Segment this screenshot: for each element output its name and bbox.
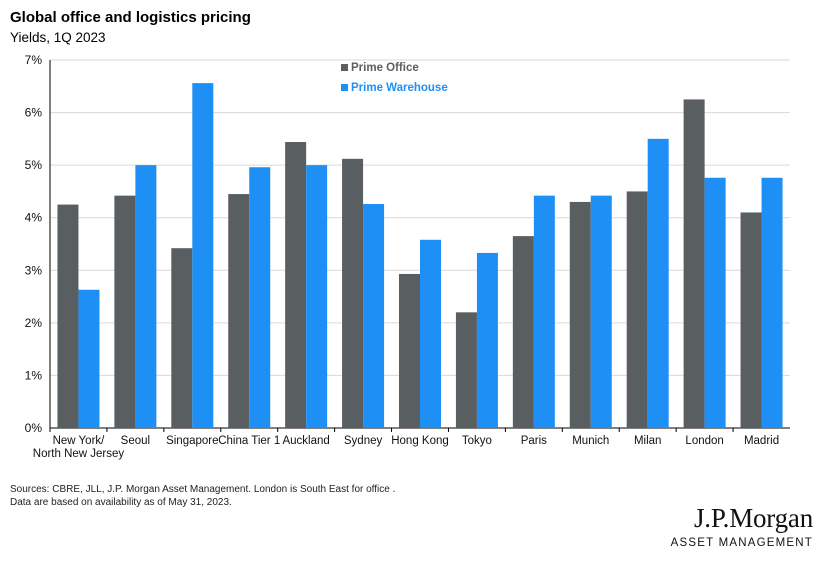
y-tick-label: 4% [25, 211, 43, 225]
x-tick-label: Madrid [744, 435, 779, 447]
y-tick-label: 6% [25, 106, 43, 120]
x-tick-label: Milan [634, 435, 661, 447]
sources-note: Sources: CBRE, JLL, J.P. Morgan Asset Ma… [10, 483, 395, 509]
bar-prime-office [114, 195, 136, 428]
legend-swatch [341, 84, 348, 91]
x-tick-label: Paris [521, 435, 547, 447]
bar-prime-office [342, 158, 364, 428]
bar-chart: 0% 1% 2% 3% 4% 5% 6% 7% New York/North New Jerse… [25, 53, 790, 460]
bar-prime-warehouse [420, 239, 441, 428]
y-tick-label: 1% [25, 368, 43, 382]
bar-prime-office [740, 212, 762, 428]
y-tick-label: 0% [25, 421, 43, 435]
bar-prime-warehouse [533, 195, 555, 428]
x-tick-label: Munich [572, 435, 609, 447]
y-tick-label: 7% [25, 53, 43, 67]
bar-prime-office [455, 312, 477, 428]
legend-label: Prime Warehouse [351, 82, 448, 94]
logo-wordmark: J.P.Morgan [693, 503, 813, 533]
bar-prime-warehouse [704, 177, 726, 428]
x-tick-label: Tokyo [462, 435, 492, 447]
bar-prime-warehouse [192, 83, 214, 428]
legend-swatch [341, 64, 348, 71]
y-tick-label: 2% [25, 316, 43, 330]
sources-line-1: Sources: CBRE, JLL, J.P. Morgan Asset Ma… [10, 484, 396, 495]
x-tick-label: New York/North New Jersey [33, 435, 125, 460]
x-tick-label: China Tier 1 [218, 435, 280, 447]
bar-prime-office [285, 142, 307, 429]
logo-subtitle: ASSET MANAGEMENT [670, 537, 813, 549]
y-tick-label: 3% [25, 263, 43, 277]
chart-title: Global office and logistics pricing [10, 9, 251, 26]
jpmorgan-logo: J.P.Morgan ASSET MANAGEMENT [670, 503, 814, 549]
bar-prime-office [57, 204, 79, 428]
bar-prime-office [171, 248, 193, 428]
x-tick-label: Hong Kong [391, 435, 449, 447]
bar-prime-office [683, 99, 705, 428]
bar-prime-warehouse [476, 252, 498, 428]
bar-prime-warehouse [135, 165, 157, 428]
bar-prime-office [512, 236, 534, 428]
x-tick-label: Sydney [344, 435, 383, 447]
legend-label: Prime Office [351, 62, 419, 74]
x-tick-label: Seoul [121, 435, 150, 447]
x-tick-label: Singapore [166, 435, 218, 447]
sources-line-2: Data are based on availability as of May… [10, 497, 232, 508]
bar-prime-warehouse [761, 177, 783, 428]
bar-prime-office [228, 194, 250, 428]
bar-prime-warehouse [647, 138, 669, 428]
bar-prime-warehouse [249, 167, 271, 428]
x-tick-label: Auckland [282, 435, 329, 447]
bar-prime-warehouse [590, 195, 612, 428]
chart-subtitle: Yields, 1Q 2023 [10, 30, 106, 45]
bar-prime-warehouse [306, 165, 328, 428]
bar-prime-office [399, 273, 420, 428]
bar-prime-warehouse [78, 289, 100, 428]
y-tick-label: 5% [25, 158, 43, 172]
bar-prime-warehouse [363, 204, 385, 428]
x-tick-label: London [685, 435, 723, 447]
bar-prime-office [569, 201, 591, 428]
bar-prime-office [626, 191, 648, 428]
